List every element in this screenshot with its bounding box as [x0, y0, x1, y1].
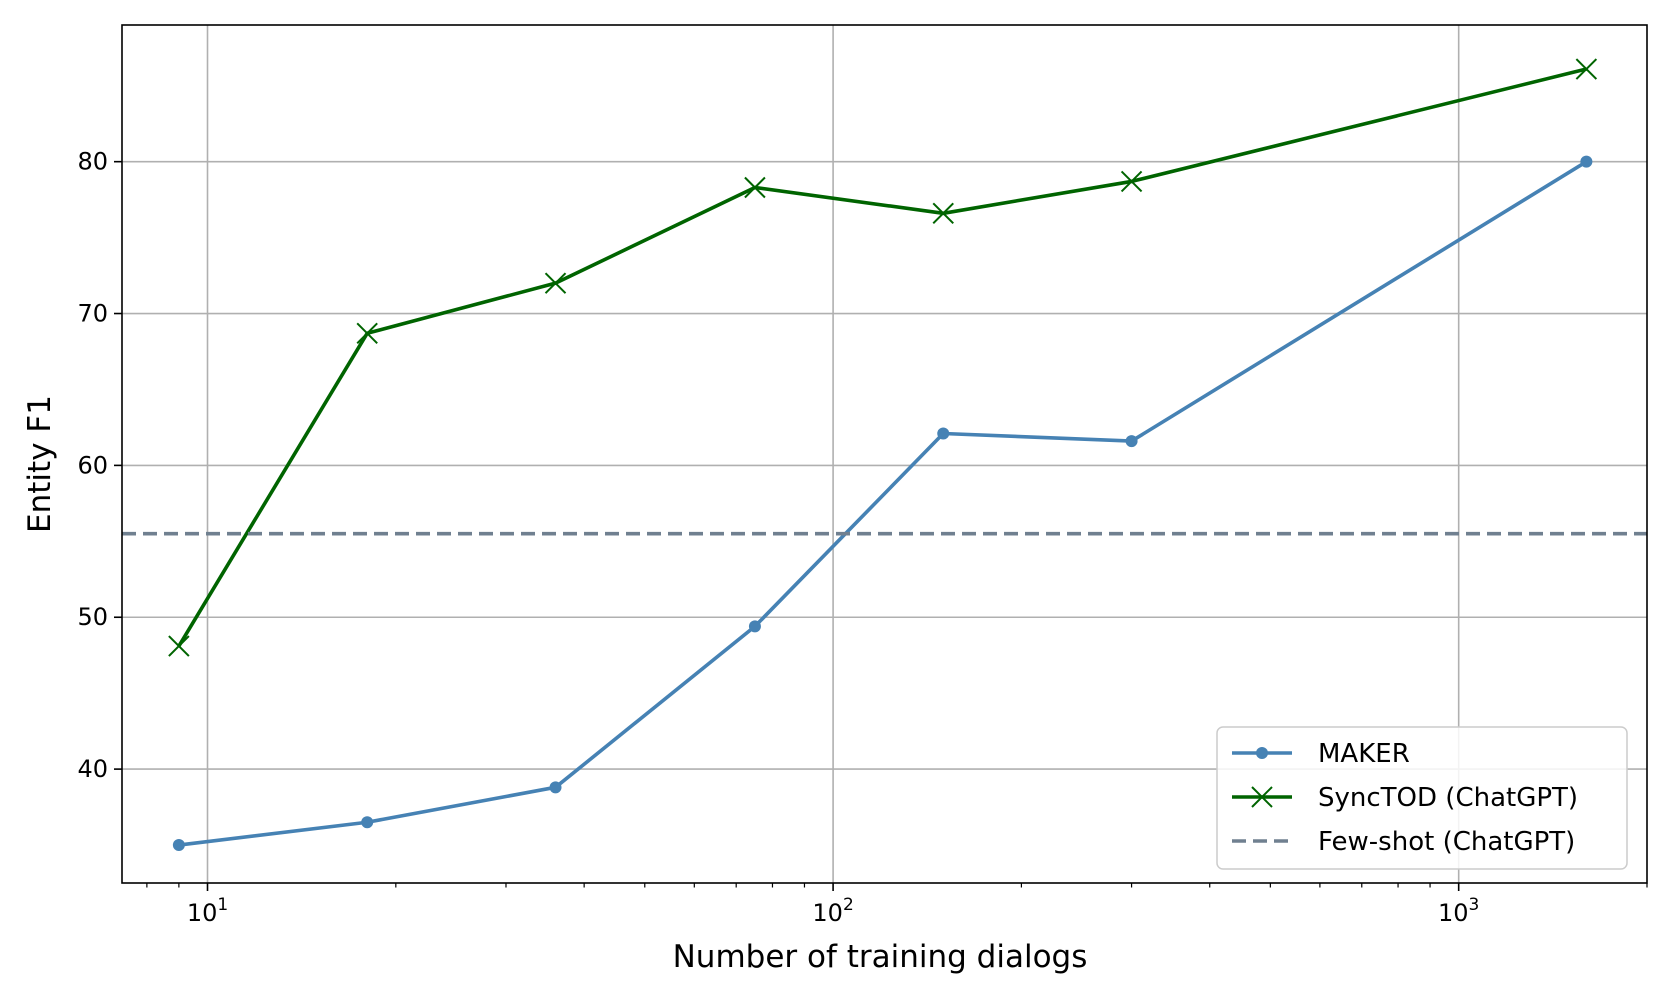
data-point	[361, 816, 374, 829]
marker-stroke	[1120, 170, 1143, 193]
data-point	[544, 272, 567, 294]
series-line	[177, 67, 1587, 648]
marker-stroke	[168, 635, 190, 657]
marker-stroke	[932, 202, 954, 225]
y-tick-label: 50	[77, 603, 108, 631]
marker-stroke	[356, 322, 378, 344]
x-tick-label: 103	[1438, 895, 1479, 927]
legend-marker	[1251, 786, 1273, 808]
x-tick-label: 101	[187, 895, 228, 927]
series-maker	[172, 155, 1593, 852]
legend: MAKER SyncTOD (ChatGPT) Few-shot (ChatGPT)	[1216, 726, 1628, 870]
series-layer	[122, 58, 1647, 852]
data-point	[168, 635, 190, 657]
x-tick-label: 102	[812, 895, 853, 927]
legend-marker	[1256, 747, 1268, 759]
data-point	[1125, 435, 1138, 448]
marker-stroke	[544, 272, 567, 294]
legend-item: SyncTOD (ChatGPT)	[1232, 783, 1578, 813]
data-point	[549, 781, 562, 794]
ticks: 40 50 60 70 80 101 102 103	[77, 148, 1648, 927]
data-point	[1580, 155, 1593, 168]
data-point	[1575, 58, 1598, 80]
legend-item: MAKER	[1232, 739, 1410, 769]
data-point	[356, 322, 378, 344]
legend-label: SyncTOD (ChatGPT)	[1318, 783, 1578, 813]
legend-item: Few-shot (ChatGPT)	[1232, 827, 1575, 857]
data-point	[744, 176, 766, 199]
series-synctod-chatgpt	[168, 58, 1598, 657]
data-point	[1120, 170, 1143, 193]
y-tick-label: 80	[77, 148, 108, 176]
data-point	[937, 427, 950, 440]
marker-stroke	[744, 176, 766, 199]
y-tick-label: 40	[77, 755, 108, 783]
grid	[122, 25, 1647, 883]
legend-label: Few-shot (ChatGPT)	[1318, 827, 1575, 857]
x-axis-title: Number of training dialogs	[673, 939, 1088, 975]
data-point	[172, 839, 185, 852]
data-point	[932, 202, 954, 225]
y-axis-title: Entity F1	[22, 395, 58, 533]
marker-stroke	[1575, 58, 1598, 80]
y-tick-label: 70	[77, 300, 108, 328]
data-point	[748, 620, 761, 633]
legend-box	[1216, 726, 1628, 870]
plot-frame	[121, 24, 1648, 884]
y-tick-label: 60	[77, 451, 108, 479]
legend-label: MAKER	[1318, 739, 1410, 769]
